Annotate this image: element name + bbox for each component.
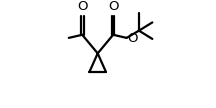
- Text: O: O: [77, 0, 87, 13]
- Text: O: O: [108, 0, 118, 13]
- Text: O: O: [127, 32, 138, 45]
